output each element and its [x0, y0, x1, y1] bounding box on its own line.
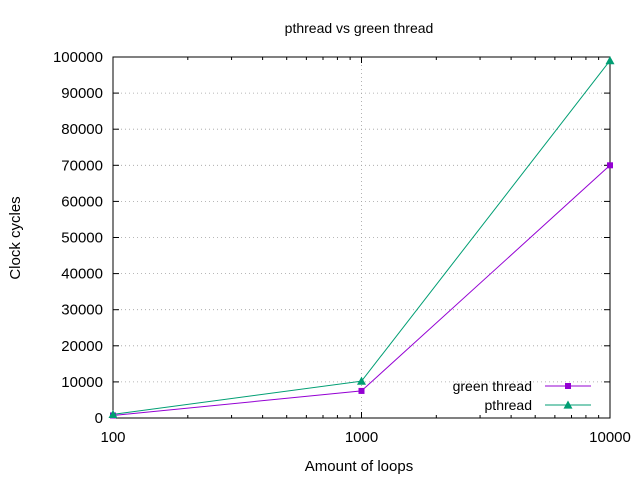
- x-tick-label: 100: [100, 429, 125, 446]
- y-tick-label: 20000: [61, 338, 103, 355]
- plot-border: [112, 56, 611, 419]
- plot-frame: [112, 56, 611, 419]
- data-point: [605, 56, 615, 65]
- y-tick-label: 60000: [61, 193, 103, 210]
- data-point: [108, 409, 118, 418]
- y-tick-label: 80000: [61, 121, 103, 138]
- y-tick-label: 70000: [61, 157, 103, 174]
- y-axis-label: Clock cycles: [7, 196, 24, 279]
- legend-item: pthread: [485, 397, 591, 413]
- chart-title: pthread vs green thread: [285, 20, 434, 36]
- x-tick-label: 1000: [345, 429, 378, 446]
- data-point: [357, 376, 366, 385]
- y-tick-label: 100000: [53, 49, 103, 66]
- legend-item: green thread: [453, 378, 591, 394]
- y-tick-label: 50000: [61, 230, 103, 247]
- y-tick-label: 90000: [61, 85, 103, 102]
- legend-label: green thread: [453, 378, 532, 394]
- x-axis-label: Amount of loops: [305, 458, 413, 475]
- y-tick-label: 0: [95, 410, 103, 427]
- y-tick-label: 30000: [61, 302, 103, 319]
- legend: green thread pthread: [453, 378, 591, 413]
- legend-label: pthread: [485, 397, 532, 413]
- data-point: [607, 162, 613, 169]
- legend-marker: [563, 400, 573, 409]
- y-tick-label: 10000: [61, 374, 103, 391]
- grid: [113, 57, 610, 418]
- tick-labels: 0 10000 20000 30000 40000 50000 60000 70000 8000…: [53, 49, 631, 446]
- x-tick-label: 10000: [589, 429, 631, 446]
- data-point: [358, 387, 365, 394]
- y-tick-label: 40000: [61, 266, 103, 283]
- legend-marker: [565, 383, 571, 389]
- series-pthread: [108, 56, 615, 418]
- series: [108, 56, 615, 419]
